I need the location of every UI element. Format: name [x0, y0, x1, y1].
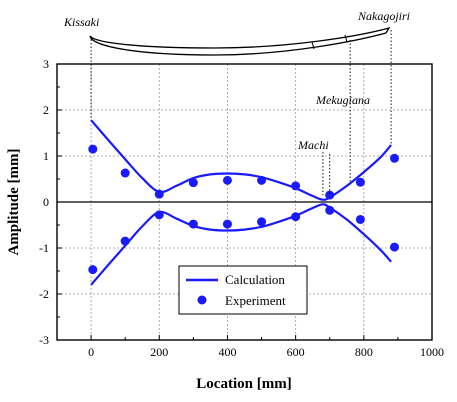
- experiment-point-lower: [325, 205, 335, 215]
- experiment-point-lower: [291, 212, 301, 222]
- legend-box: [178, 265, 308, 315]
- y-tick-label: -1: [39, 241, 49, 255]
- x-tick-label: 1000: [420, 345, 444, 359]
- x-tick-label: 200: [150, 345, 168, 359]
- legend-label-experiment: Experiment: [225, 293, 286, 308]
- experiment-point-upper: [325, 190, 335, 200]
- annotation-machi: Machi: [297, 138, 329, 152]
- experiment-point-lower: [222, 219, 232, 229]
- y-tick-label: -3: [39, 333, 49, 347]
- experiment-point-upper: [257, 175, 267, 185]
- calculation-curve-upper: [90, 119, 392, 201]
- calculation-curves: [90, 119, 392, 286]
- experiment-point-lower: [355, 214, 365, 224]
- legend-label-calculation: Calculation: [225, 272, 285, 287]
- plot-frame: [56, 63, 433, 341]
- y-tick-label: 0: [43, 195, 49, 209]
- legend-point-swatch: [197, 295, 207, 305]
- annotation-nakagojiri: Nakagojiri: [357, 9, 410, 23]
- experiment-point-lower: [390, 242, 399, 252]
- y-tick-label: 3: [43, 57, 49, 71]
- y-axis-label: Amplitude [mm]: [6, 148, 22, 255]
- x-tick-label: 800: [355, 345, 373, 359]
- experiment-point-upper: [222, 175, 232, 185]
- experiment-point-upper: [390, 153, 399, 163]
- legend: Calculation Experiment: [178, 265, 308, 315]
- y-tick-label: 1: [43, 149, 49, 163]
- experiment-point-lower: [154, 210, 164, 220]
- annotation-kissaki: Kissaki: [63, 15, 99, 29]
- experiment-points: [88, 144, 399, 275]
- y-tick-label: 2: [43, 103, 49, 117]
- x-tick-label: 0: [88, 345, 94, 359]
- experiment-point-lower: [120, 236, 130, 246]
- y-tick-label: -2: [39, 287, 49, 301]
- experiment-point-upper: [88, 144, 98, 154]
- experiment-point-lower: [88, 265, 98, 275]
- experiment-point-upper: [355, 177, 365, 187]
- sword-outline-icon: [89, 26, 391, 56]
- experiment-point-lower: [188, 219, 198, 229]
- annotation-mekugiana: Mekugiana: [315, 93, 370, 107]
- x-tick-label: 600: [287, 345, 305, 359]
- experiment-point-upper: [188, 178, 198, 188]
- experiment-point-upper: [120, 168, 130, 178]
- experiment-point-lower: [257, 217, 267, 227]
- x-tick-label: 400: [218, 345, 236, 359]
- x-axis-label: Location [mm]: [196, 376, 291, 392]
- experiment-point-upper: [154, 189, 164, 199]
- calculation-curve-lower: [90, 203, 392, 286]
- experiment-point-upper: [291, 181, 301, 191]
- annotation-leader-lines: [90, 30, 392, 196]
